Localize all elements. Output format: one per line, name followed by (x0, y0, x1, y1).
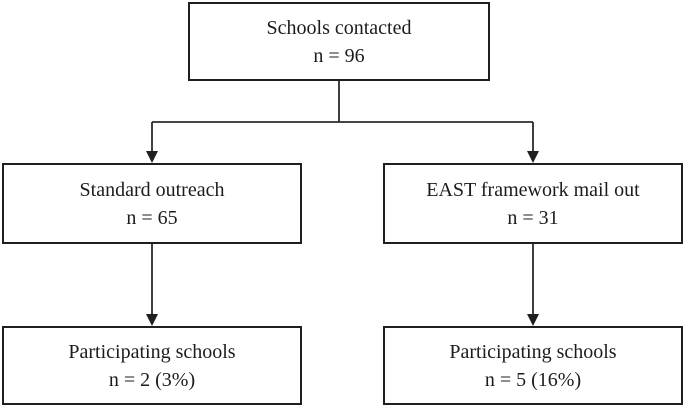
node-participating-standard-label: Participating schools (68, 340, 236, 363)
node-standard-outreach: Standard outreach n = 65 (2, 163, 302, 244)
node-schools-contacted-count: n = 96 (313, 44, 365, 67)
arrowhead-to-participating-left (146, 314, 158, 326)
node-standard-outreach-label: Standard outreach (79, 178, 225, 201)
node-schools-contacted-label: Schools contacted (266, 16, 412, 39)
node-east-framework: EAST framework mail out n = 31 (383, 163, 683, 244)
node-standard-outreach-count: n = 65 (126, 206, 178, 229)
node-participating-east-label: Participating schools (449, 340, 617, 363)
node-schools-contacted: Schools contacted n = 96 (188, 2, 490, 81)
node-participating-standard-count: n = 2 (3%) (108, 368, 196, 391)
node-east-framework-count: n = 31 (507, 206, 559, 229)
node-participating-standard: Participating schools n = 2 (3%) (2, 326, 302, 405)
arrowhead-to-participating-right (527, 314, 539, 326)
arrowhead-to-standard (146, 151, 158, 163)
node-east-framework-label: EAST framework mail out (426, 178, 640, 201)
arrowhead-to-east (527, 151, 539, 163)
node-participating-east-count: n = 5 (16%) (484, 368, 582, 391)
node-participating-east: Participating schools n = 5 (16%) (383, 326, 683, 405)
